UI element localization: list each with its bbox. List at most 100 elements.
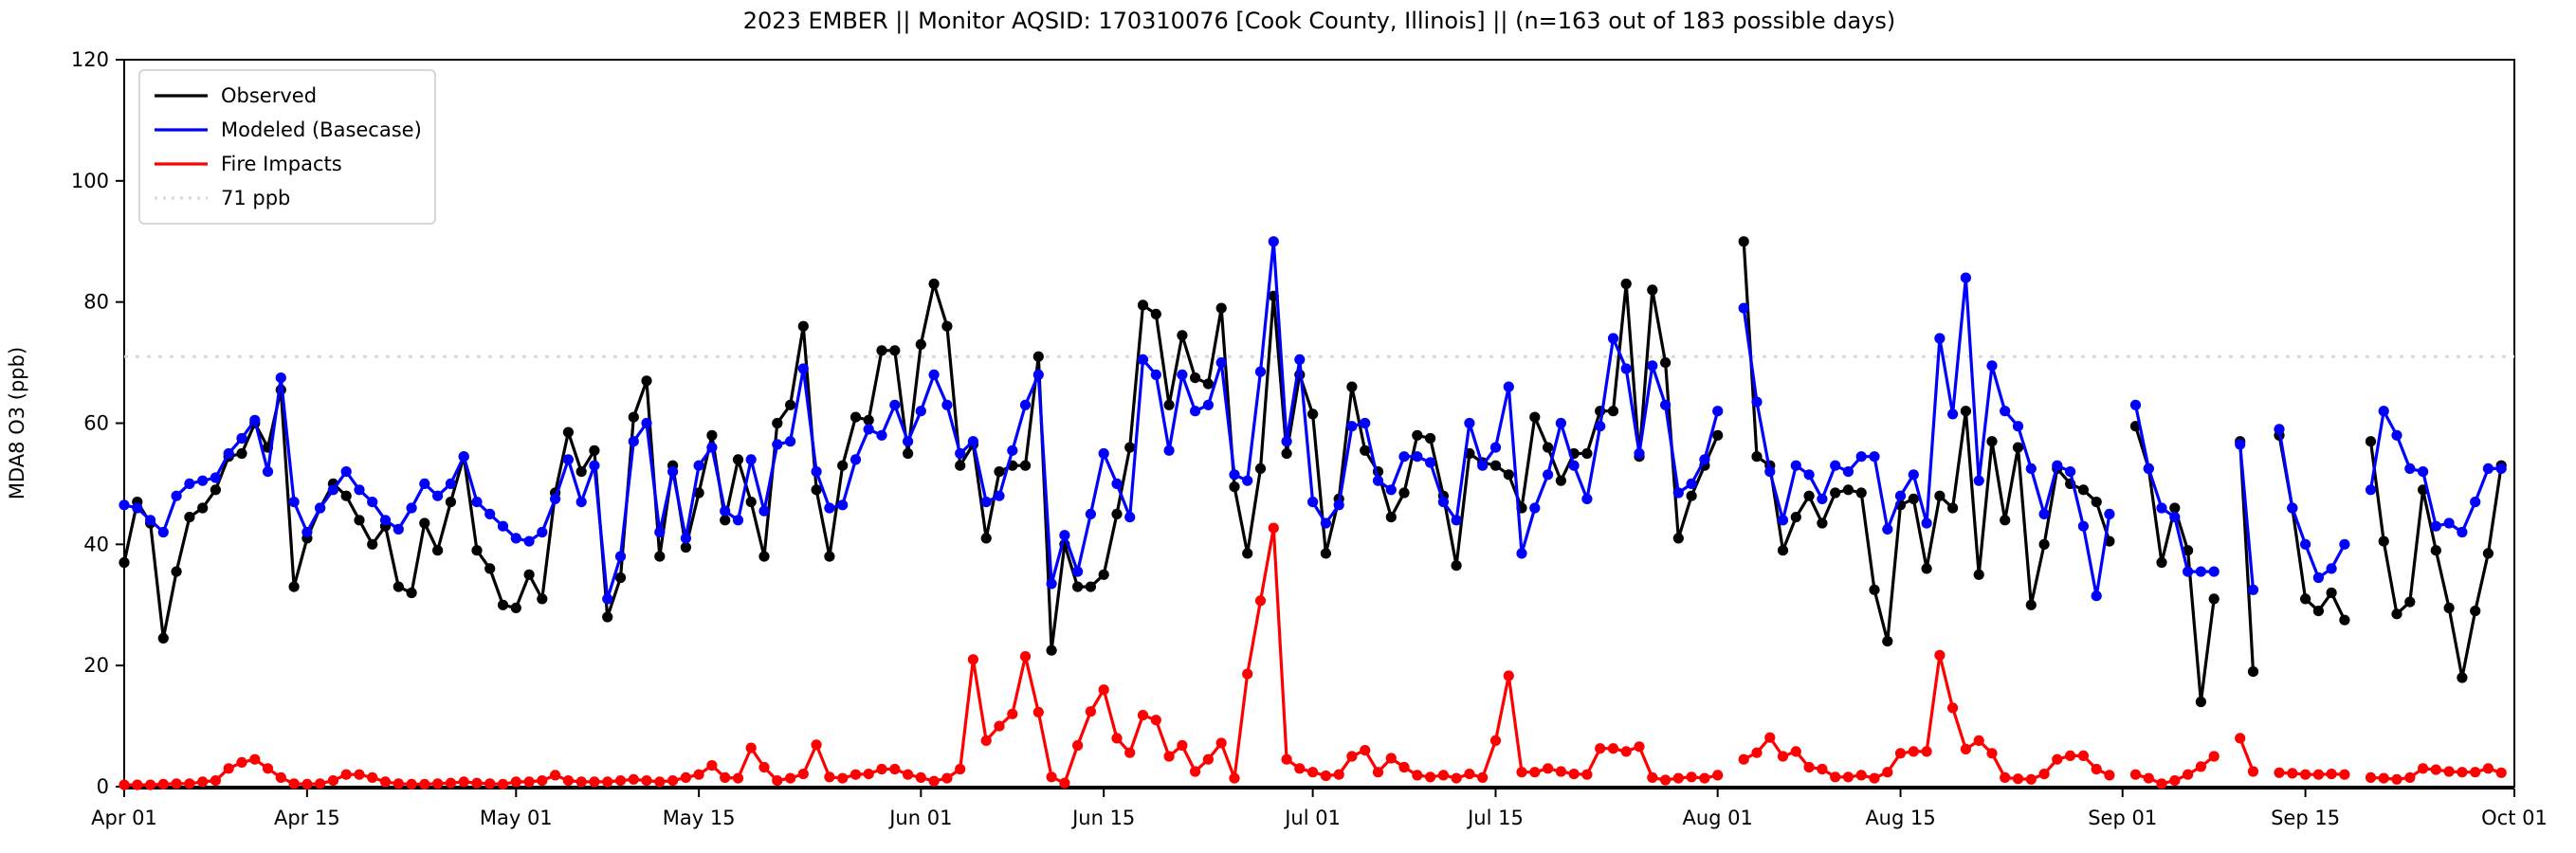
fire-series-point	[680, 771, 692, 784]
observed-series-point	[2038, 538, 2050, 550]
modeled-series-point	[471, 497, 483, 508]
fire-series-point	[2235, 733, 2246, 744]
observed-series-point	[1686, 490, 1697, 501]
modeled-series-point	[876, 429, 887, 441]
fire-series-point	[510, 776, 521, 788]
fire-series-point	[2169, 775, 2181, 787]
observed-series-point	[510, 602, 521, 614]
y-tick-label: 100	[71, 170, 109, 192]
modeled-series-point	[811, 466, 822, 478]
fire-series-point	[1229, 772, 1240, 784]
fire-series-point	[497, 778, 509, 790]
observed-series-point	[2430, 545, 2441, 556]
observed-series-point	[575, 466, 587, 478]
fire-series-point	[2065, 750, 2076, 762]
modeled-series-point	[1712, 406, 1724, 417]
modeled-series-point	[2183, 566, 2194, 577]
fire-series-point	[1751, 747, 1763, 758]
fire-series-point	[1046, 771, 1057, 783]
modeled-series-point	[1307, 497, 1319, 508]
observed-series-point	[1242, 548, 1253, 559]
modeled-series-point	[915, 406, 926, 417]
fire-series-point	[1489, 735, 1502, 747]
fire-series-point	[1699, 772, 1710, 784]
modeled-series-point	[2326, 563, 2337, 574]
modeled-series-point	[980, 497, 992, 508]
fire-series-point	[967, 654, 978, 665]
fire-series-point	[1529, 767, 1541, 778]
modeled-series-point	[589, 460, 600, 471]
observed-series-point	[1085, 581, 1096, 592]
observed-series-point	[941, 320, 953, 332]
modeled-series-point	[354, 484, 365, 496]
observed-series-point	[354, 515, 365, 526]
modeled-series-point	[1150, 369, 1161, 380]
fire-series-point	[1712, 770, 1724, 781]
fire-series-point	[2404, 771, 2416, 784]
observed-series-point	[1817, 517, 1828, 529]
modeled-series-point	[327, 484, 338, 496]
observed-series-point	[2195, 696, 2206, 708]
fire-series-point	[1894, 748, 1907, 759]
modeled-series-point	[2156, 502, 2167, 514]
fire-series-point	[1385, 753, 1397, 764]
modeled-series-point	[941, 399, 953, 410]
fire-series-point	[575, 776, 587, 788]
fire-series-point	[589, 776, 600, 788]
modeled-series-point	[1555, 417, 1566, 429]
modeled-series-point	[1229, 469, 1240, 481]
modeled-series-point	[797, 363, 809, 374]
observed-series-point	[2312, 606, 2324, 617]
modeled-series-point	[1830, 460, 1841, 471]
fire-series-point	[797, 769, 809, 780]
fire-series-point	[915, 771, 926, 784]
modeled-series-point	[1451, 515, 1462, 526]
fire-series-point	[197, 776, 209, 788]
fire-series-point	[1019, 651, 1032, 662]
observed-series-point	[1581, 447, 1593, 460]
observed-series-point	[2391, 608, 2402, 620]
fire-series-point	[1464, 769, 1475, 780]
fire-series-point	[2443, 766, 2455, 777]
modeled-series-point	[1425, 457, 1436, 468]
observed-series-point	[2169, 502, 2181, 514]
modeled-series-point	[1098, 447, 1109, 460]
modeled-series-point	[1751, 396, 1763, 408]
modeled-series-point	[458, 451, 469, 463]
fire-series-point	[132, 779, 143, 790]
modeled-series-point	[2404, 463, 2416, 474]
modeled-series-point	[994, 490, 1005, 501]
modeled-series-point	[262, 466, 274, 478]
observed-series-point	[706, 429, 718, 441]
modeled-series-point	[1242, 475, 1253, 486]
fire-series-point	[523, 776, 535, 788]
fire-series-point	[1555, 766, 1566, 777]
fire-series-point	[223, 763, 234, 774]
modeled-series-point	[2235, 439, 2246, 450]
modeled-series-point	[2129, 399, 2142, 410]
modeled-series-point	[928, 369, 940, 380]
observed-series-point	[2156, 556, 2167, 569]
modeled-series-point	[706, 442, 718, 453]
observed-series-point	[2012, 442, 2024, 453]
observed-series-point	[1307, 408, 1319, 420]
observed-series-point	[1921, 563, 1932, 574]
fire-series-point	[1163, 751, 1175, 762]
fire-series-point	[1803, 761, 1815, 773]
fire-series-point	[1973, 735, 1984, 747]
observed-series-point	[1019, 460, 1032, 471]
fire-series-point	[667, 775, 679, 787]
observed-series-point	[1620, 278, 1632, 290]
fire-series-point	[2195, 761, 2206, 772]
modeled-series-point	[1294, 354, 1306, 365]
x-tick-label: Jul 01	[1283, 807, 1341, 829]
fire-series-point	[1072, 739, 1084, 752]
fire-series-point	[1360, 745, 1371, 756]
fire-series-point	[262, 763, 274, 774]
modeled-series-point	[2169, 512, 2181, 523]
modeled-series-point	[602, 593, 613, 605]
observed-series-point	[1660, 357, 1672, 369]
x-tick-label: Jul 15	[1466, 807, 1524, 829]
modeled-series-point	[2038, 508, 2050, 520]
observed-series-point	[994, 466, 1005, 478]
